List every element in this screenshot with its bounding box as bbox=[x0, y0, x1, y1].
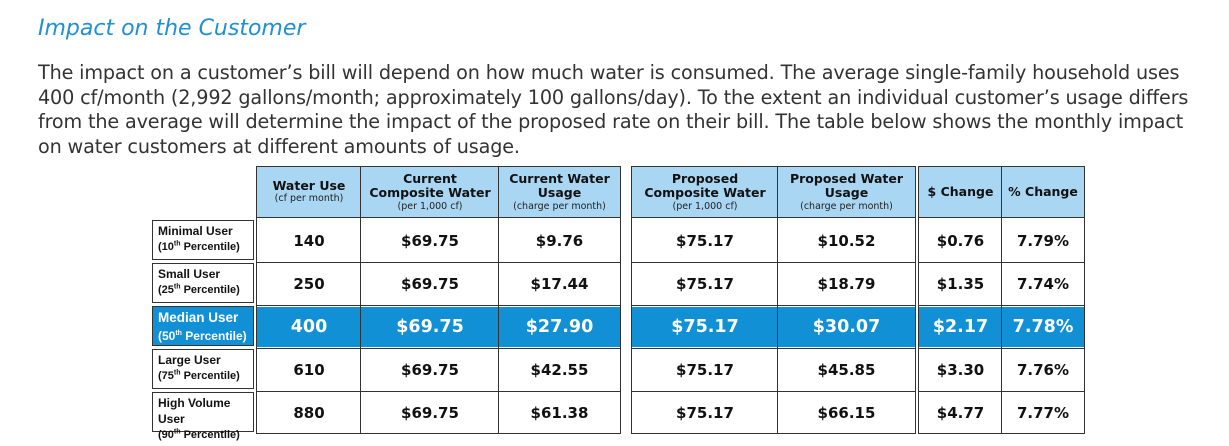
column-header: Proposed Composite Water (per 1,000 cf) bbox=[632, 167, 778, 217]
table-cell: $66.15 bbox=[817, 404, 876, 422]
table-cell: 7.79% bbox=[1016, 232, 1070, 250]
table-cell: $75.17 bbox=[676, 232, 734, 250]
column-header-subtitle: (per 1,000 cf) bbox=[397, 200, 463, 212]
table-group-change: $ Change $0.76 $1.35 $2.17 $3.30 $4.77 % Chang… bbox=[918, 166, 1085, 434]
column-header-title: Proposed Composite Water bbox=[644, 170, 766, 200]
table-cell: 7.74% bbox=[1016, 275, 1070, 293]
row-label-name: Large User bbox=[158, 353, 221, 367]
row-divider bbox=[257, 217, 620, 218]
table-cell: $1.35 bbox=[936, 275, 985, 293]
table-cell: $27.90 bbox=[499, 307, 620, 347]
row-label-percentile: (25th Percentile) bbox=[158, 283, 240, 296]
column-header: Current Water Usage (charge per month) bbox=[499, 167, 620, 217]
table-cell: 880 bbox=[293, 404, 325, 422]
row-label-percentile: (50th Percentile) bbox=[158, 329, 247, 343]
row-label-name: Median User bbox=[158, 310, 239, 325]
table-cell: 400 bbox=[257, 307, 361, 347]
table-cell: 7.76% bbox=[1016, 361, 1070, 379]
row-label: High Volume User (90th Percentile) bbox=[152, 392, 254, 441]
column-header-title: Current Composite Water bbox=[369, 170, 491, 200]
column-header-title: % Change bbox=[1008, 183, 1078, 199]
row-label-name: High Volume User bbox=[158, 396, 231, 426]
row-divider bbox=[919, 348, 1084, 349]
row-divider bbox=[632, 391, 915, 392]
column-header-title: Proposed Water Usage bbox=[789, 170, 904, 200]
column-divider bbox=[777, 167, 778, 433]
row-label: Median User (50th Percentile) bbox=[152, 306, 254, 346]
row-divider bbox=[257, 348, 620, 349]
table-cell: $75.17 bbox=[632, 307, 778, 347]
column-header-subtitle: (cf per month) bbox=[274, 193, 344, 205]
table-cell: $75.17 bbox=[676, 361, 734, 379]
row-label-name: Small User bbox=[158, 267, 221, 281]
column-header-title: Current Water Usage bbox=[509, 170, 610, 200]
row-divider bbox=[919, 305, 1084, 306]
row-label-percentile: (90th Percentile) bbox=[158, 428, 240, 441]
table-cell: $18.79 bbox=[817, 275, 876, 293]
row-divider bbox=[257, 262, 620, 263]
row-divider bbox=[632, 348, 915, 349]
row-label: Small User (25th Percentile) bbox=[152, 263, 254, 303]
column-divider bbox=[360, 167, 361, 433]
table-cell: $61.38 bbox=[530, 404, 589, 422]
row-label: Large User (75th Percentile) bbox=[152, 349, 254, 389]
table-cell: 610 bbox=[293, 361, 325, 379]
row-divider bbox=[632, 262, 915, 263]
row-divider bbox=[919, 217, 1084, 218]
row-divider bbox=[919, 391, 1084, 392]
column-header: Water Use (cf per month) bbox=[257, 167, 361, 217]
table-cell: $0.76 bbox=[936, 232, 985, 250]
table-cell: $69.75 bbox=[401, 275, 459, 293]
row-divider bbox=[257, 391, 620, 392]
row-divider bbox=[632, 305, 915, 306]
column-divider bbox=[1001, 167, 1002, 433]
row-label-name: Minimal User bbox=[158, 224, 233, 238]
column-divider bbox=[498, 167, 499, 433]
table-cell: $69.75 bbox=[401, 232, 459, 250]
column-header-title: Water Use bbox=[272, 177, 346, 193]
table-cell: 250 bbox=[293, 275, 325, 293]
table-cell: $45.85 bbox=[817, 361, 876, 379]
table-cell: $75.17 bbox=[676, 275, 734, 293]
table-cell: 7.78% bbox=[1002, 307, 1084, 347]
column-header: % Change bbox=[1002, 167, 1084, 217]
row-divider bbox=[257, 305, 620, 306]
column-header: Proposed Water Usage (charge per month) bbox=[778, 167, 915, 217]
table-cell: $69.75 bbox=[361, 307, 499, 347]
table-cell: $4.77 bbox=[936, 404, 985, 422]
row-divider bbox=[919, 262, 1084, 263]
table-cell: $75.17 bbox=[676, 404, 734, 422]
table-cell: $69.75 bbox=[401, 404, 459, 422]
table-cell: $3.30 bbox=[936, 361, 985, 379]
column-header-subtitle: (charge per month) bbox=[800, 200, 893, 212]
column-header-subtitle: (charge per month) bbox=[513, 200, 606, 212]
column-header-subtitle: (per 1,000 cf) bbox=[672, 200, 738, 212]
column-header: Current Composite Water (per 1,000 cf) bbox=[361, 167, 499, 217]
table-group-proposed: Proposed Composite Water (per 1,000 cf) $7… bbox=[631, 166, 916, 434]
row-divider bbox=[632, 217, 915, 218]
column-header: $ Change bbox=[919, 167, 1002, 217]
intro-paragraph: The impact on a customer’s bill will dep… bbox=[38, 61, 1189, 158]
table-cell: 140 bbox=[293, 232, 325, 250]
table-cell: $17.44 bbox=[530, 275, 589, 293]
section-heading: Impact on the Customer bbox=[38, 16, 306, 41]
row-label: Minimal User (10th Percentile) bbox=[152, 220, 254, 260]
row-label-percentile: (75th Percentile) bbox=[158, 369, 240, 382]
table-cell: $10.52 bbox=[817, 232, 876, 250]
table-cell: $2.17 bbox=[919, 307, 1002, 347]
table-group-current: Water Use (cf per month) 140 250 400 610 880 Cu… bbox=[256, 166, 621, 434]
table-cell: $42.55 bbox=[530, 361, 589, 379]
column-header-title: $ Change bbox=[927, 183, 994, 199]
table-cell: $69.75 bbox=[401, 361, 459, 379]
table-cell: 7.77% bbox=[1016, 404, 1070, 422]
row-label-percentile: (10th Percentile) bbox=[158, 240, 240, 253]
table-cell: $9.76 bbox=[535, 232, 584, 250]
table-cell: $30.07 bbox=[778, 307, 915, 347]
